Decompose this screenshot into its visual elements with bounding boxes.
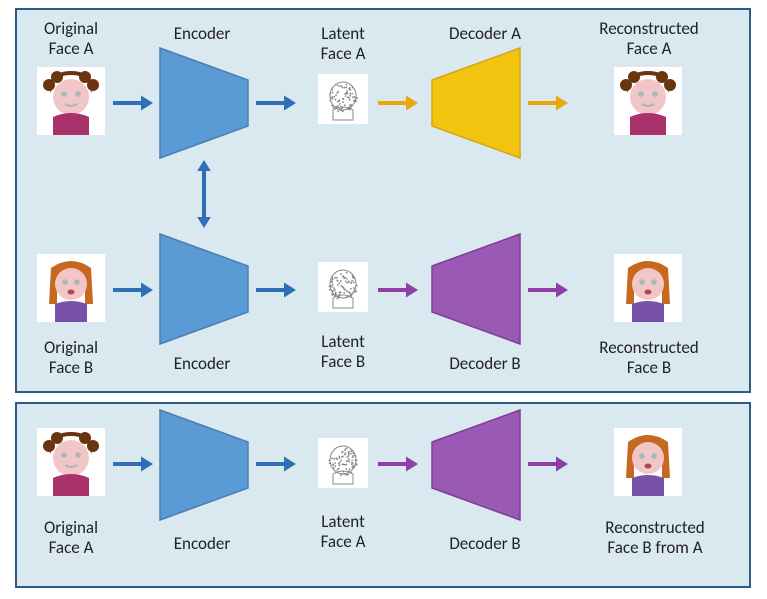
label-recon-b: Reconstructed Face B <box>584 338 714 377</box>
arrow-c3 <box>378 455 420 473</box>
label-recon-a: Reconstructed Face A <box>584 19 714 58</box>
label-decoder-b-inference: Decoder B <box>440 534 530 554</box>
original-face-a-image <box>37 67 105 135</box>
arrow-a4 <box>528 94 570 112</box>
arrow-c1 <box>113 455 155 473</box>
decoder-b-top <box>432 234 520 344</box>
arrow-b3 <box>378 281 420 299</box>
label-latent-b: Latent Face B <box>308 332 378 371</box>
arrow-a2 <box>256 94 298 112</box>
arrow-c2 <box>256 455 298 473</box>
arrow-b2 <box>256 281 298 299</box>
label-encoder-bottom: Encoder <box>162 354 242 374</box>
label-inference-latent-a: Latent Face A <box>308 512 378 551</box>
arrow-b1 <box>113 281 155 299</box>
encoder-share-arrow <box>195 160 213 232</box>
encoder-inference <box>160 410 248 520</box>
latent-face-b-image <box>318 262 368 312</box>
label-decoder-b: Decoder B <box>440 354 530 374</box>
label-latent-a: Latent Face A <box>308 24 378 63</box>
arrow-b4 <box>528 281 570 299</box>
label-inference-orig-a: Original Face A <box>28 518 114 557</box>
arrow-a3 <box>378 94 420 112</box>
decoder-b-inference <box>432 410 520 520</box>
arrow-a1 <box>113 94 155 112</box>
recon-face-b-image <box>614 254 682 322</box>
label-encoder-top: Encoder <box>162 24 242 44</box>
decoder-a <box>432 48 520 158</box>
inference-latent-a-image <box>318 438 368 488</box>
label-original-face-a: Original Face A <box>28 19 114 58</box>
training-panel <box>15 8 751 393</box>
arrow-c4 <box>528 455 570 473</box>
label-original-face-b: Original Face B <box>28 338 114 377</box>
latent-face-a-image <box>318 74 368 124</box>
label-encoder-inference: Encoder <box>162 534 242 554</box>
recon-face-ba-image <box>614 428 682 496</box>
inference-face-a-image <box>37 428 105 496</box>
label-recon-ba: Reconstructed Face B from A <box>580 518 730 557</box>
original-face-b-image <box>37 254 105 322</box>
encoder-top <box>160 48 248 158</box>
encoder-bottom <box>160 234 248 344</box>
recon-face-a-image <box>614 67 682 135</box>
label-decoder-a: Decoder A <box>440 24 530 44</box>
